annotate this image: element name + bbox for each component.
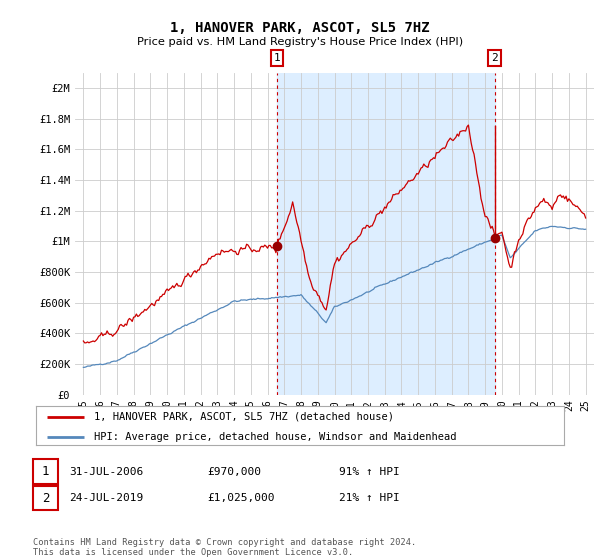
Bar <box>277 73 494 395</box>
Text: 21% ↑ HPI: 21% ↑ HPI <box>339 493 400 503</box>
Text: £1,025,000: £1,025,000 <box>207 493 275 503</box>
Text: 1: 1 <box>42 465 49 478</box>
Text: 1, HANOVER PARK, ASCOT, SL5 7HZ: 1, HANOVER PARK, ASCOT, SL5 7HZ <box>170 21 430 35</box>
Text: HPI: Average price, detached house, Windsor and Maidenhead: HPI: Average price, detached house, Wind… <box>94 432 457 442</box>
Text: 31-JUL-2006: 31-JUL-2006 <box>69 466 143 477</box>
Text: £970,000: £970,000 <box>207 466 261 477</box>
Text: 24-JUL-2019: 24-JUL-2019 <box>69 493 143 503</box>
Text: Price paid vs. HM Land Registry's House Price Index (HPI): Price paid vs. HM Land Registry's House … <box>137 37 463 47</box>
Text: 91% ↑ HPI: 91% ↑ HPI <box>339 466 400 477</box>
Text: Contains HM Land Registry data © Crown copyright and database right 2024.
This d: Contains HM Land Registry data © Crown c… <box>33 538 416 557</box>
Text: 2: 2 <box>42 492 49 505</box>
Text: 2: 2 <box>491 53 498 63</box>
Text: 1: 1 <box>274 53 281 63</box>
Text: 1, HANOVER PARK, ASCOT, SL5 7HZ (detached house): 1, HANOVER PARK, ASCOT, SL5 7HZ (detache… <box>94 412 394 422</box>
